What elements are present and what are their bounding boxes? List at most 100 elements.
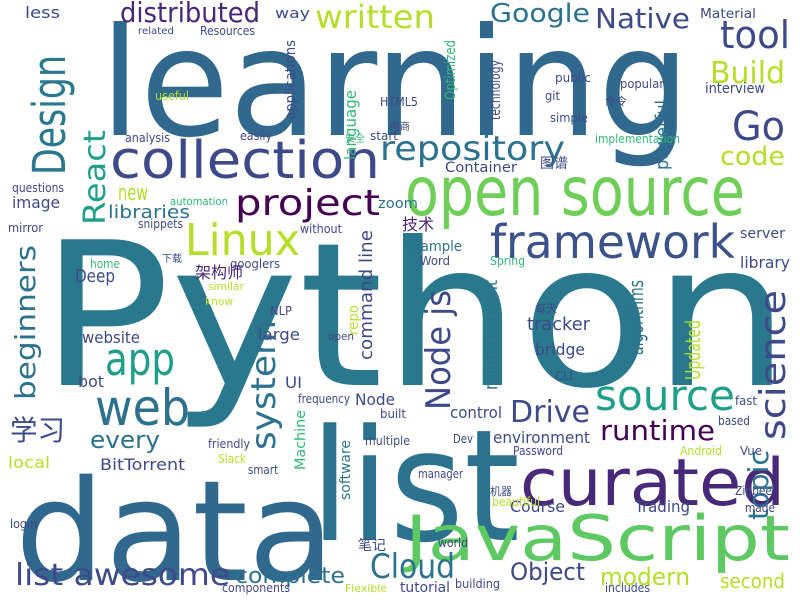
- word: Android: [680, 444, 722, 458]
- word: bridge: [535, 340, 585, 359]
- word: beautiful: [492, 495, 540, 509]
- word: topic: [742, 450, 775, 520]
- word: components: [222, 581, 290, 595]
- word: language: [341, 90, 360, 160]
- word: React: [78, 130, 113, 225]
- word: Design: [23, 55, 76, 175]
- word: tracker: [527, 314, 591, 335]
- word: 命令: [605, 94, 627, 108]
- word: control: [450, 403, 502, 422]
- word: login: [10, 517, 37, 531]
- word: new: [118, 181, 148, 206]
- word: list awesome: [15, 558, 230, 593]
- word: Material: [700, 7, 756, 22]
- word: zoom: [378, 196, 418, 212]
- word: implementation: [595, 132, 680, 146]
- word: web: [95, 379, 190, 437]
- word: simple: [550, 111, 588, 125]
- word: Google: [490, 0, 590, 29]
- word: manager: [418, 467, 463, 481]
- word: written: [315, 0, 435, 36]
- word: know: [205, 295, 233, 308]
- word: Drive: [510, 395, 590, 430]
- word: project: [235, 183, 380, 224]
- word: made: [745, 501, 775, 515]
- word: source: [595, 371, 735, 420]
- word: 架构师: [195, 263, 243, 282]
- word: large: [258, 325, 300, 344]
- word: example: [405, 239, 462, 255]
- word: public: [555, 71, 591, 85]
- word: 学习: [10, 414, 65, 447]
- word: 安全: [345, 132, 365, 145]
- word: technology: [488, 60, 504, 120]
- word: Trading: [634, 497, 690, 516]
- word: Go: [732, 104, 785, 150]
- word: command line: [356, 230, 377, 360]
- word: Word: [420, 254, 450, 268]
- word: learning: [100, 0, 690, 171]
- word: software: [338, 440, 354, 500]
- word: data: [15, 451, 335, 600]
- word: system: [244, 320, 284, 450]
- word: world: [438, 536, 468, 550]
- word: science: [753, 290, 794, 440]
- word: modern: [600, 563, 690, 591]
- word: questions: [12, 181, 64, 195]
- word: Course: [510, 497, 565, 516]
- word: multiple: [365, 434, 410, 448]
- word: interview: [705, 81, 765, 97]
- word: collection: [110, 131, 380, 191]
- word: bot: [78, 372, 104, 391]
- word: Dev: [453, 432, 473, 446]
- word: related: [138, 26, 174, 37]
- word: 图谱: [540, 156, 568, 172]
- word: git: [545, 89, 560, 103]
- word: library: [740, 253, 790, 272]
- word: easily: [240, 129, 272, 143]
- word: useful: [155, 89, 189, 103]
- word: every: [90, 426, 160, 454]
- word: Linux: [185, 215, 300, 266]
- word: UI: [285, 373, 302, 392]
- word: algorithms: [624, 280, 648, 355]
- word: 下载: [162, 253, 182, 265]
- word: open source: [405, 153, 745, 232]
- word: includes: [605, 581, 650, 595]
- word: Spring: [490, 254, 525, 268]
- word: less: [25, 3, 60, 22]
- word: beginners: [9, 245, 42, 400]
- word: server: [740, 226, 785, 242]
- word: Zigbee: [735, 484, 772, 498]
- word: powerful: [652, 100, 673, 170]
- word: Node: [355, 390, 395, 409]
- word: Native: [595, 2, 690, 35]
- word: Build: [710, 56, 785, 91]
- word: Cloud: [370, 547, 455, 587]
- word: start: [370, 129, 398, 143]
- word: HTML5: [380, 95, 418, 109]
- word: snippets: [138, 217, 183, 231]
- word: popular: [620, 77, 664, 91]
- word: smart: [248, 463, 278, 477]
- word: Flexible: [345, 582, 387, 595]
- word: CLI: [555, 369, 573, 383]
- word: automation: [170, 195, 228, 208]
- word: based: [718, 414, 750, 428]
- word: Optimized: [443, 40, 459, 100]
- word: second: [720, 569, 785, 593]
- word: reinforcement: [481, 280, 502, 390]
- word: home: [90, 257, 120, 271]
- word: Password: [513, 444, 563, 458]
- word: distributed: [120, 0, 260, 29]
- word: Slack: [218, 452, 246, 466]
- word: frequency: [298, 392, 350, 406]
- word: Container: [445, 160, 517, 176]
- word: Updated: [681, 320, 705, 380]
- word: mirror: [8, 221, 43, 235]
- word: runtime: [600, 414, 715, 447]
- word: app: [105, 333, 175, 386]
- word: JavaScript: [400, 502, 790, 575]
